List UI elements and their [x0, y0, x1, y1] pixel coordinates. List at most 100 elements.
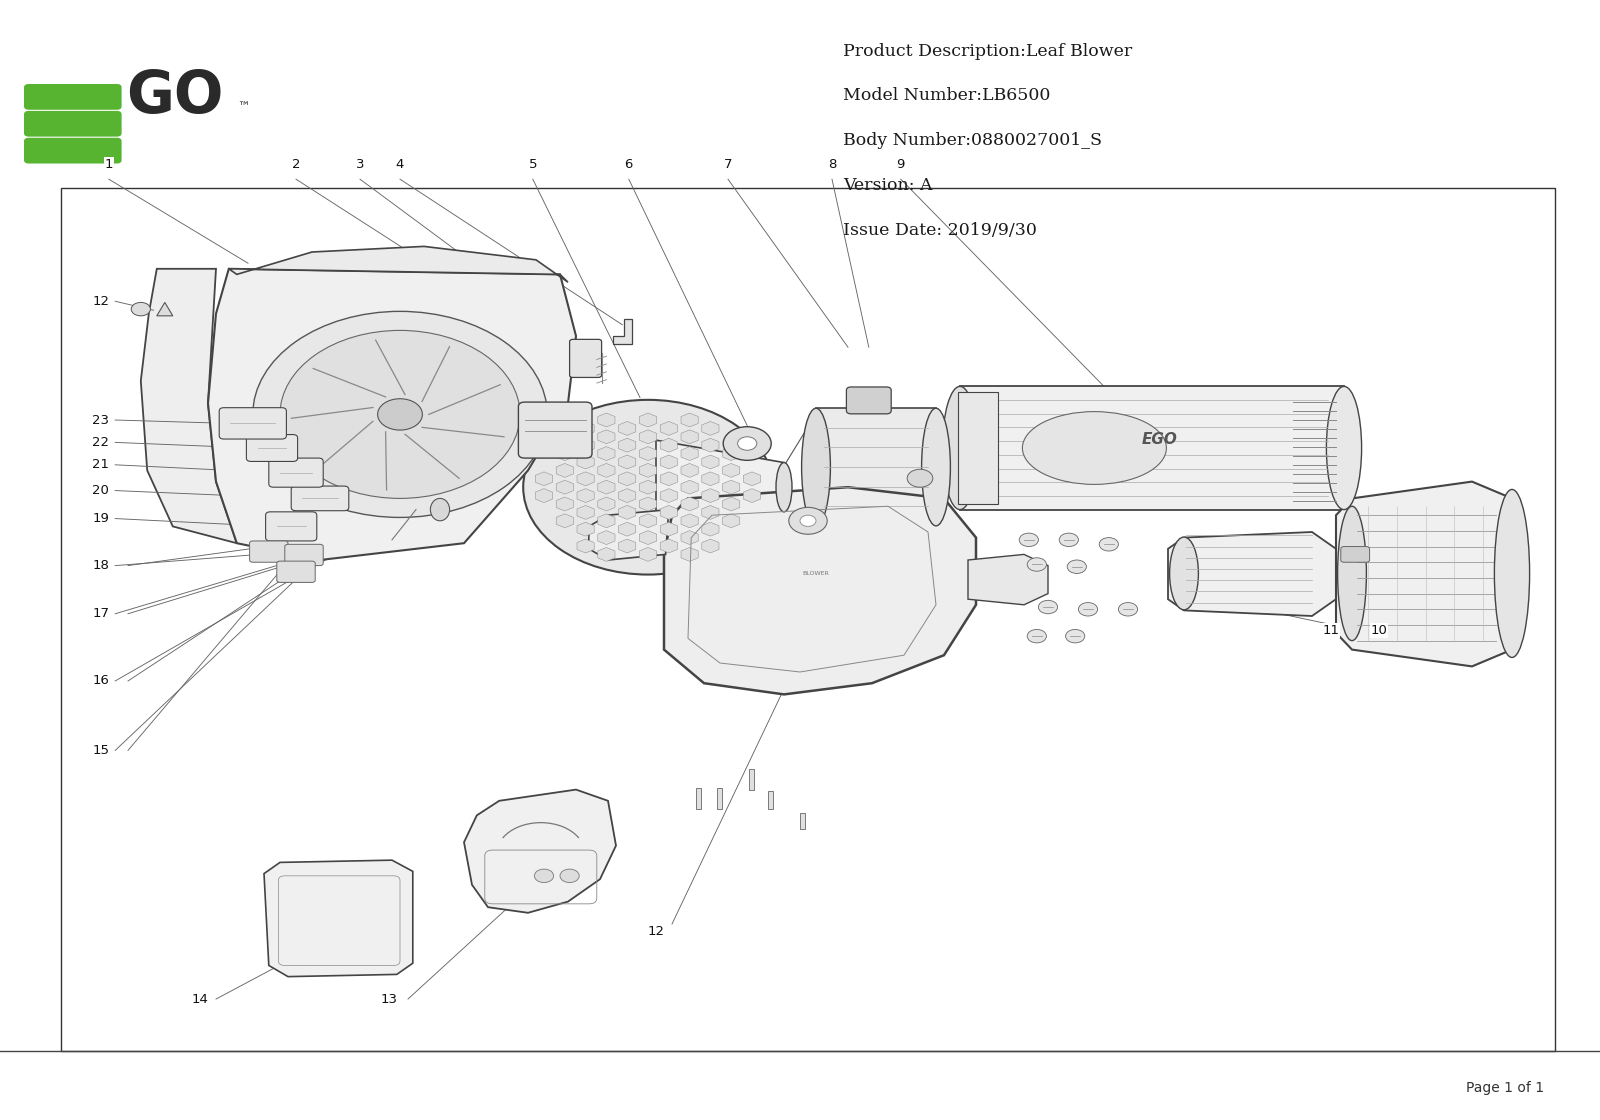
Ellipse shape: [1494, 489, 1530, 657]
Text: 15: 15: [93, 744, 109, 757]
Text: 13: 13: [381, 992, 397, 1006]
Polygon shape: [264, 860, 413, 977]
FancyBboxPatch shape: [518, 402, 592, 458]
Circle shape: [1118, 603, 1138, 616]
Polygon shape: [229, 246, 568, 282]
Text: Body Number:0880027001_S: Body Number:0880027001_S: [843, 132, 1102, 149]
Bar: [61, 188, 1555, 1051]
Text: Version: A: Version: A: [843, 177, 933, 194]
Polygon shape: [613, 319, 632, 344]
Ellipse shape: [922, 409, 950, 526]
Text: 10: 10: [1371, 624, 1387, 637]
Bar: [800, 813, 805, 829]
Text: 1: 1: [104, 158, 114, 171]
Bar: [768, 791, 773, 809]
Polygon shape: [464, 790, 616, 913]
FancyBboxPatch shape: [291, 486, 349, 511]
Text: 19: 19: [93, 512, 109, 525]
FancyBboxPatch shape: [219, 408, 286, 439]
Circle shape: [800, 515, 816, 526]
Circle shape: [280, 330, 520, 498]
Polygon shape: [1168, 532, 1336, 616]
Circle shape: [738, 437, 757, 450]
Text: EGO: EGO: [1142, 431, 1178, 447]
FancyBboxPatch shape: [846, 388, 891, 414]
FancyBboxPatch shape: [24, 111, 122, 137]
FancyBboxPatch shape: [24, 138, 122, 164]
Text: 9: 9: [896, 158, 906, 171]
Circle shape: [907, 469, 933, 487]
Text: 11: 11: [1323, 624, 1339, 637]
FancyBboxPatch shape: [266, 512, 317, 541]
Polygon shape: [157, 302, 173, 316]
Circle shape: [1019, 533, 1038, 547]
Text: Product Description:Leaf Blower: Product Description:Leaf Blower: [843, 43, 1133, 59]
Circle shape: [1066, 629, 1085, 643]
Ellipse shape: [802, 409, 830, 526]
Polygon shape: [968, 554, 1048, 605]
Text: 6: 6: [624, 158, 634, 171]
Text: 4: 4: [395, 158, 405, 171]
Bar: [816, 409, 936, 526]
Text: 17: 17: [93, 607, 109, 620]
Ellipse shape: [1022, 412, 1166, 485]
Polygon shape: [664, 487, 976, 694]
Ellipse shape: [1338, 506, 1366, 641]
FancyBboxPatch shape: [285, 544, 323, 566]
Text: Page 1 of 1: Page 1 of 1: [1466, 1082, 1544, 1095]
Polygon shape: [141, 269, 237, 543]
Bar: [960, 386, 1344, 510]
Text: 12: 12: [648, 925, 664, 939]
Text: GO: GO: [126, 68, 224, 125]
Text: BLOWER: BLOWER: [803, 571, 829, 576]
Polygon shape: [208, 269, 576, 560]
Text: 7: 7: [723, 158, 733, 171]
Ellipse shape: [942, 386, 978, 510]
Text: 20: 20: [93, 484, 109, 497]
Text: 8: 8: [827, 158, 837, 171]
Ellipse shape: [1326, 386, 1362, 510]
Text: 18: 18: [93, 559, 109, 572]
Circle shape: [1059, 533, 1078, 547]
Circle shape: [723, 427, 771, 460]
Circle shape: [1038, 600, 1058, 614]
FancyBboxPatch shape: [1341, 547, 1370, 562]
Text: 22: 22: [93, 436, 109, 449]
Text: 16: 16: [93, 674, 109, 688]
Text: Model Number:LB6500: Model Number:LB6500: [843, 87, 1051, 104]
Circle shape: [131, 302, 150, 316]
Ellipse shape: [776, 463, 792, 512]
Polygon shape: [656, 440, 784, 534]
Text: 3: 3: [355, 158, 365, 171]
Circle shape: [789, 507, 827, 534]
Text: 23: 23: [93, 413, 109, 427]
Circle shape: [1078, 603, 1098, 616]
Text: 12: 12: [93, 295, 109, 308]
FancyBboxPatch shape: [24, 84, 122, 110]
FancyBboxPatch shape: [570, 339, 602, 377]
Text: 14: 14: [192, 992, 208, 1006]
Text: 5: 5: [528, 158, 538, 171]
Ellipse shape: [430, 498, 450, 521]
FancyBboxPatch shape: [269, 458, 323, 487]
Polygon shape: [589, 510, 669, 560]
Text: 2: 2: [291, 158, 301, 171]
Circle shape: [1067, 560, 1086, 573]
Circle shape: [523, 400, 773, 575]
Bar: [696, 788, 701, 809]
Ellipse shape: [1170, 538, 1198, 610]
Polygon shape: [1336, 482, 1512, 666]
Circle shape: [253, 311, 547, 517]
Circle shape: [560, 869, 579, 883]
Circle shape: [1027, 558, 1046, 571]
FancyBboxPatch shape: [277, 561, 315, 582]
Circle shape: [534, 869, 554, 883]
Circle shape: [1099, 538, 1118, 551]
Bar: [958, 392, 998, 504]
Circle shape: [378, 399, 422, 430]
Circle shape: [1027, 629, 1046, 643]
Bar: [749, 769, 754, 790]
FancyBboxPatch shape: [250, 541, 288, 562]
Text: ™: ™: [237, 101, 250, 114]
FancyBboxPatch shape: [246, 435, 298, 461]
